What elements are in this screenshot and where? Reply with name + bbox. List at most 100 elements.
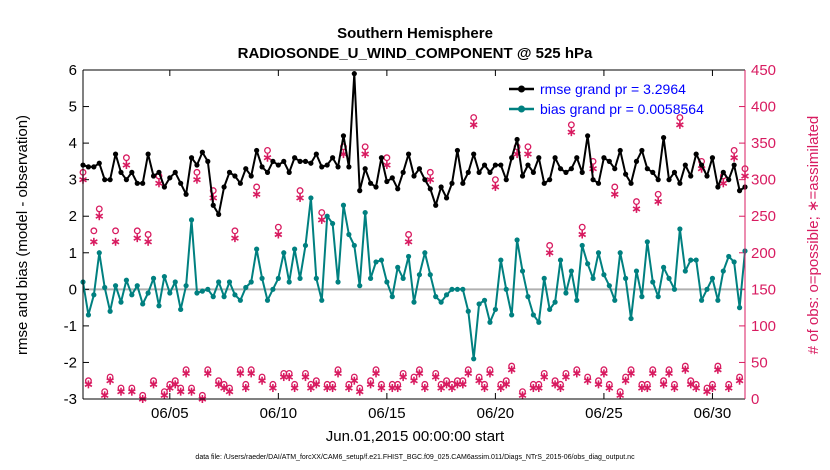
rmse-point <box>221 184 227 190</box>
assimilated-obs-point <box>681 365 690 374</box>
right-y-tick-label: 250 <box>751 208 776 225</box>
right-y-tick-label: 50 <box>751 354 768 371</box>
rmse-point <box>617 147 623 154</box>
rmse-point <box>438 184 444 190</box>
rmse-point <box>405 151 412 157</box>
assimilated-obs-point <box>692 384 701 393</box>
rmse-point <box>335 164 341 170</box>
rmse-point <box>476 169 482 175</box>
bias-point <box>286 279 292 285</box>
bias-point <box>726 253 732 260</box>
bias-point <box>226 279 233 285</box>
possible-obs-point <box>730 146 738 154</box>
bias-point <box>199 288 205 294</box>
possible-obs-point <box>296 187 304 195</box>
assimilated-obs-point <box>160 391 169 400</box>
bias-point <box>373 259 379 265</box>
bias-point <box>161 273 167 280</box>
rmse-point <box>547 177 553 183</box>
assimilated-obs-point <box>616 391 625 400</box>
assimilated-obs-point <box>317 215 326 224</box>
rmse-point <box>460 180 466 186</box>
assimilated-obs-point <box>670 384 679 393</box>
bias-point <box>563 290 569 296</box>
assimilated-obs-point <box>393 384 402 393</box>
bias-point <box>243 284 249 291</box>
bias-point <box>443 292 450 298</box>
bias-point <box>438 299 444 305</box>
assimilated-obs-point <box>334 369 342 378</box>
footnote: data file: /Users/raeder/DAI/ATM_forcXX/… <box>195 454 635 461</box>
bias-point <box>682 268 688 274</box>
bias-point <box>172 279 178 285</box>
rmse-point <box>362 166 368 172</box>
rmse-point <box>167 175 173 181</box>
assimilated-obs-point <box>507 365 516 374</box>
bias-point <box>465 308 471 314</box>
bias-point <box>313 275 319 281</box>
assimilated-obs-point <box>540 373 549 382</box>
rmse-point <box>373 184 379 190</box>
bias-point <box>601 272 607 278</box>
rmse-point <box>481 162 488 168</box>
bias-point <box>340 202 347 208</box>
rmse-point <box>454 147 461 154</box>
rmse-point <box>178 180 184 186</box>
assimilated-obs-point <box>155 179 163 188</box>
legend: rmse grand pr = 3.2964 bias grand pr = 0… <box>509 81 704 117</box>
legend-rmse-marker <box>518 85 525 93</box>
rmse-point <box>509 155 515 161</box>
rmse-point <box>416 166 423 172</box>
assimilated-obs-point <box>676 120 684 129</box>
rmse-point <box>129 169 135 175</box>
bias-point <box>503 286 509 292</box>
assimilated-obs-point <box>117 387 125 396</box>
bias-point <box>666 275 672 281</box>
assimilated-obs-point <box>410 376 418 385</box>
bias-point <box>509 312 515 318</box>
assimilated-obs-point <box>312 380 321 389</box>
left-y-tick-label: 6 <box>69 62 77 79</box>
bias-point <box>216 279 222 285</box>
bias-point <box>378 257 385 263</box>
assimilated-obs-point <box>610 190 619 199</box>
rmse-point <box>351 71 357 77</box>
bias-point <box>167 290 173 296</box>
bias-point <box>194 290 200 296</box>
bias-point <box>91 292 97 298</box>
assimilated-obs-point <box>632 204 641 213</box>
assimilated-obs-point <box>225 387 234 396</box>
possible-obs-point <box>90 227 98 235</box>
possible-obs-point <box>361 143 369 151</box>
assimilated-obs-point <box>144 237 152 246</box>
rmse-point <box>422 177 428 183</box>
assimilated-obs-point <box>133 234 142 243</box>
right-y-tick-label: 200 <box>751 245 776 262</box>
bias-point <box>671 286 678 292</box>
right-y-tick-label: 100 <box>751 318 776 335</box>
bias-point <box>595 250 602 256</box>
rmse-point <box>275 162 281 168</box>
rmse-point <box>102 177 108 183</box>
rmse-point <box>433 202 439 208</box>
rmse-point <box>389 175 395 181</box>
assimilated-obs-point <box>719 179 728 188</box>
rmse-point <box>487 169 493 175</box>
rmse-point <box>378 155 385 161</box>
legend-bias-marker <box>518 105 525 113</box>
assimilated-obs-point <box>122 161 131 170</box>
rmse-point <box>525 162 531 168</box>
assimilated-obs-point <box>621 376 630 385</box>
rmse-point <box>655 177 661 183</box>
bias-point <box>123 277 130 283</box>
assimilated-obs-point <box>382 161 391 170</box>
bias-point <box>178 306 184 313</box>
bias-point <box>476 301 482 307</box>
rmse-point <box>720 169 726 175</box>
assimilated-obs-point <box>182 369 190 378</box>
bias-point <box>237 297 243 303</box>
rmse-point <box>199 149 205 155</box>
bias-point <box>644 239 650 245</box>
assimilated-obs-point <box>95 212 104 221</box>
bias-point <box>481 297 488 303</box>
